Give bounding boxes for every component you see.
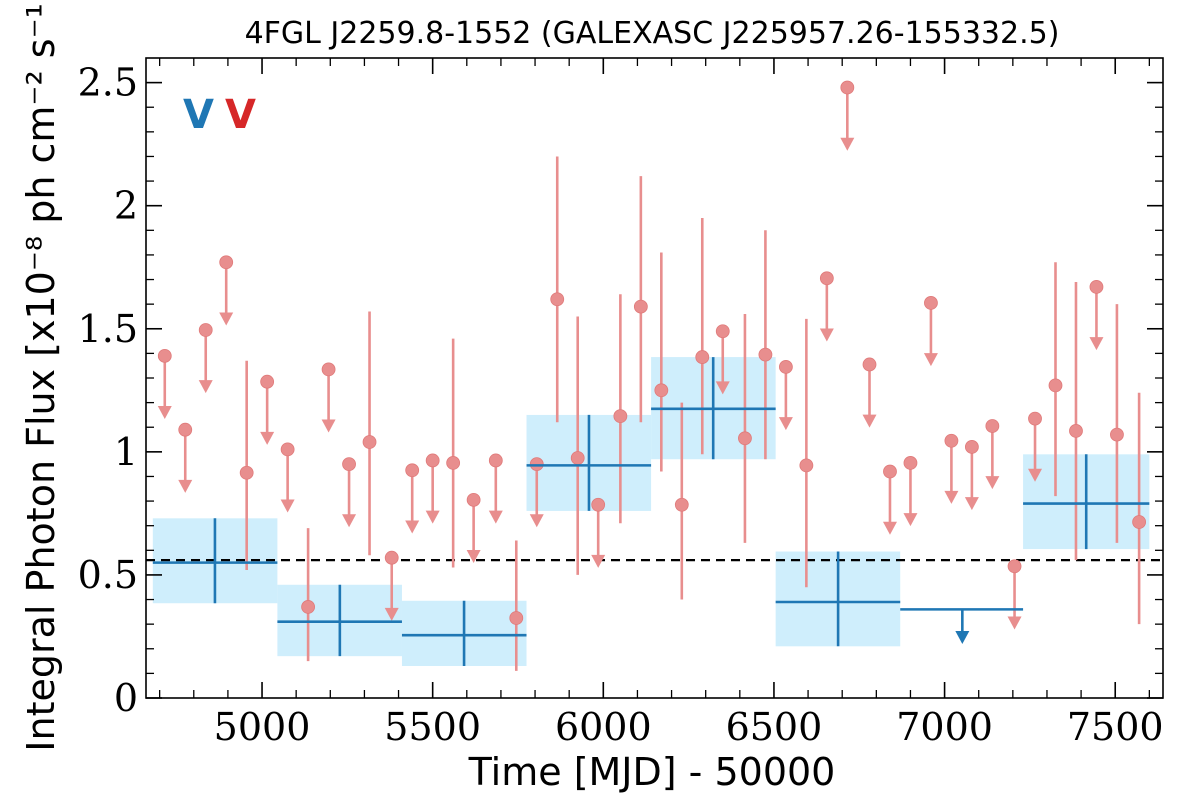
x-tick-label-2: 6000 <box>555 705 652 749</box>
red-upper-limit-arrow-35 <box>882 521 897 535</box>
red-upper-limit-arrow-12 <box>405 520 420 534</box>
red-point-17 <box>509 611 524 625</box>
red-point-31 <box>799 458 814 473</box>
red-point-21 <box>591 497 606 512</box>
red-point-26 <box>695 350 710 364</box>
legend-entry-blue: V <box>183 92 214 138</box>
y-tick-label-1: 0.5 <box>78 553 138 597</box>
red-point-22 <box>613 409 628 424</box>
legend-entry-red: V <box>225 92 256 138</box>
y-tick-label-4: 2 <box>114 184 138 228</box>
axis-ticks: 5000 5500 6000 6500 7000 7500 0 0.5 1 1.5 2 2.5 <box>78 58 1164 749</box>
red-point-20 <box>570 451 585 465</box>
x-axis-label: Time [MJD] - 50000 <box>468 750 836 794</box>
red-point-14 <box>446 456 461 470</box>
red-point-41 <box>1007 559 1022 574</box>
y-tick-label-3: 1.5 <box>78 307 138 351</box>
red-series <box>157 80 1147 671</box>
red-point-42 <box>1028 411 1042 426</box>
red-upper-limit-arrow-11 <box>384 607 399 621</box>
red-point-3 <box>219 255 234 270</box>
red-point-36 <box>903 456 918 470</box>
red-point-13 <box>425 453 440 468</box>
red-point-1 <box>178 422 193 437</box>
red-upper-limit-arrow-21 <box>591 554 606 568</box>
red-upper-limit-arrow-40 <box>985 476 1000 490</box>
red-point-2 <box>198 323 213 337</box>
red-point-10 <box>362 435 377 449</box>
red-point-8 <box>321 362 336 377</box>
red-point-47 <box>1132 515 1147 529</box>
red-point-30 <box>778 360 793 374</box>
red-point-4 <box>239 465 254 480</box>
blue-series <box>152 357 1150 666</box>
red-point-0 <box>157 348 172 363</box>
red-point-27 <box>715 324 730 339</box>
red-point-7 <box>301 600 316 614</box>
red-point-12 <box>405 463 420 478</box>
red-point-45 <box>1089 280 1104 294</box>
red-point-9 <box>342 457 356 472</box>
red-upper-limit-arrow-15 <box>466 550 481 563</box>
red-upper-limit-arrow-37 <box>923 353 938 367</box>
red-point-37 <box>924 296 938 310</box>
red-upper-limit-arrow-2 <box>198 380 213 394</box>
red-point-11 <box>384 550 399 565</box>
x-tick-label-0: 5000 <box>214 705 311 749</box>
red-upper-limit-arrow-8 <box>321 419 336 433</box>
red-point-6 <box>280 442 295 457</box>
y-axis-label: Integral Photon Flux [x10⁻⁸ ph cm⁻² s⁻¹] <box>19 0 63 752</box>
red-upper-limit-arrow-32 <box>819 328 834 342</box>
red-upper-limit-arrow-45 <box>1089 337 1104 351</box>
red-upper-limit-arrow-30 <box>778 417 793 431</box>
x-tick-label-3: 6500 <box>726 705 823 749</box>
red-point-15 <box>466 492 481 507</box>
red-upper-limit-arrow-16 <box>488 510 503 524</box>
x-tick-label-5: 7500 <box>1067 705 1164 749</box>
red-point-25 <box>674 497 689 512</box>
red-upper-limit-arrow-9 <box>342 514 357 528</box>
red-upper-limit-arrow-41 <box>1007 616 1022 630</box>
red-upper-limit-arrow-5 <box>260 431 275 445</box>
red-point-40 <box>985 419 1000 433</box>
red-point-35 <box>883 464 897 479</box>
red-upper-limit-arrow-36 <box>903 513 918 527</box>
chart-title: 4FGL J2259.8-1552 (GALEXASC J225957.26-1… <box>245 16 1060 51</box>
red-point-38 <box>944 433 959 448</box>
red-point-39 <box>964 440 979 454</box>
red-upper-limit-arrow-38 <box>944 490 959 504</box>
red-point-28 <box>738 431 752 446</box>
red-upper-limit-arrow-34 <box>862 414 877 428</box>
y-tick-label-0: 0 <box>114 676 138 720</box>
red-point-33 <box>840 80 855 95</box>
red-point-43 <box>1048 378 1063 393</box>
red-point-16 <box>488 453 503 468</box>
red-upper-limit-arrow-0 <box>157 406 172 419</box>
red-upper-limit-arrow-1 <box>178 479 193 493</box>
red-upper-limit-arrow-13 <box>425 510 440 524</box>
red-point-46 <box>1110 427 1124 442</box>
red-point-29 <box>758 347 773 362</box>
red-upper-limit-arrow-33 <box>840 137 855 151</box>
red-upper-limit-arrow-42 <box>1028 468 1043 482</box>
blue-upper-limit-arrow-6 <box>955 631 970 644</box>
legend: V V <box>183 92 256 138</box>
red-point-44 <box>1069 424 1083 438</box>
red-point-32 <box>819 271 834 286</box>
red-upper-limit-arrow-6 <box>280 499 295 513</box>
red-point-24 <box>654 383 669 398</box>
y-tick-label-5: 2.5 <box>78 61 138 105</box>
y-tick-label-2: 1 <box>114 430 138 474</box>
red-upper-limit-arrow-39 <box>964 497 979 511</box>
red-upper-limit-arrow-3 <box>219 312 234 326</box>
x-tick-label-4: 7000 <box>896 705 993 749</box>
red-upper-limit-arrow-27 <box>715 381 730 395</box>
x-tick-label-1: 5500 <box>384 705 481 749</box>
red-upper-limit-arrow-18 <box>529 514 544 528</box>
red-point-5 <box>260 374 275 389</box>
red-point-34 <box>862 357 877 372</box>
red-point-23 <box>633 299 648 314</box>
red-point-19 <box>550 292 565 307</box>
